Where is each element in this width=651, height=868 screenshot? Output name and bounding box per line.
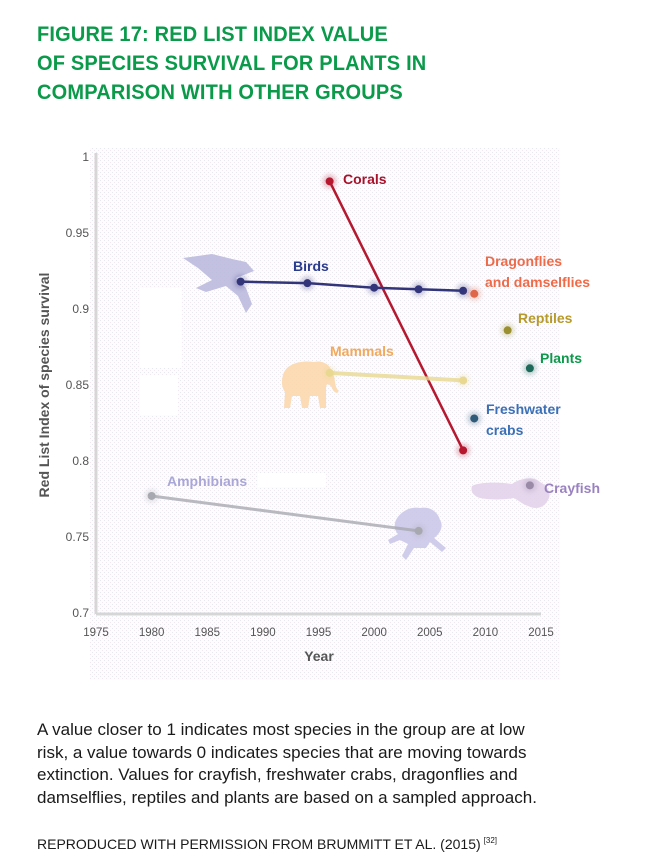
series-label-line: Mammals <box>330 343 394 359</box>
x-tick-label: 1975 <box>83 627 109 639</box>
y-tick-label: 0.9 <box>72 302 89 316</box>
source-text: REPRODUCED WITH PERMISSION FROM BRUMMITT… <box>37 836 481 852</box>
series-label-line: Crayfish <box>544 480 600 496</box>
data-point <box>459 446 468 455</box>
series-label: Corals <box>343 171 387 187</box>
x-tick-label: 1990 <box>250 627 276 639</box>
series-label: Reptiles <box>518 310 573 326</box>
plot-knockout <box>140 288 182 368</box>
data-point <box>470 414 479 423</box>
caption: A value closer to 1 indicates most speci… <box>37 720 537 807</box>
x-tick-label: 2015 <box>528 627 554 639</box>
data-point <box>414 526 423 535</box>
y-axis-label: Red List Index of species survival <box>36 273 52 498</box>
x-tick-label: 1985 <box>194 627 220 639</box>
data-point <box>459 286 468 295</box>
title-line: FIGURE 17: RED LIST INDEX VALUE <box>37 22 388 46</box>
data-point <box>525 364 534 373</box>
y-tick-label: 0.85 <box>66 378 90 392</box>
plot-knockout <box>140 375 178 415</box>
x-tick-label: 2000 <box>361 627 387 639</box>
data-point <box>525 481 534 490</box>
series-line <box>327 370 466 383</box>
y-tick-label: 0.75 <box>66 530 90 544</box>
series-crayfish <box>522 478 537 493</box>
series-mammals <box>322 365 471 388</box>
series-reptiles <box>500 323 515 338</box>
data-point <box>414 285 423 294</box>
series-label-line: Corals <box>343 171 387 187</box>
data-point <box>236 277 245 286</box>
plot-knockout <box>258 473 326 487</box>
source-reference: [32] <box>483 836 497 845</box>
title-line: OF SPECIES SURVIVAL FOR PLANTS IN <box>37 51 427 75</box>
series-corals <box>322 174 471 458</box>
red-list-chart: 0.7 0.75 0.8 0.85 0.9 0.95 1 1975 1980 1985 1990 1… <box>36 148 600 680</box>
data-point <box>459 376 468 385</box>
series-amphibians <box>144 488 426 538</box>
figure-title: FIGURE 17: RED LIST INDEX VALUE OF SPECI… <box>37 20 595 107</box>
x-tick-label: 2010 <box>473 627 499 639</box>
bird-silhouette-icon <box>183 254 254 313</box>
series-label: Mammals <box>330 343 394 359</box>
series-label: Plants <box>540 350 582 366</box>
series-label-line: Plants <box>540 350 582 366</box>
series-label-line: crabs <box>486 422 524 438</box>
data-point <box>303 279 312 288</box>
title-line: COMPARISON WITH OTHER GROUPS <box>37 80 403 104</box>
x-axis-label: Year <box>304 648 334 664</box>
y-tick-label: 1 <box>82 150 89 164</box>
series-freshwater-crabs <box>467 411 482 426</box>
series-dragonflies-and-damselflies <box>467 286 482 301</box>
series-label-line: Amphibians <box>167 473 247 489</box>
x-tick-label: 2005 <box>417 627 443 639</box>
data-point <box>325 368 334 377</box>
series-label-line: Freshwater <box>486 401 561 417</box>
series-label-line: Dragonflies <box>485 253 562 269</box>
data-point <box>470 289 479 298</box>
x-tick-label: 1995 <box>306 627 332 639</box>
series-label-line: Birds <box>293 258 329 274</box>
series-line <box>150 494 421 533</box>
data-point <box>147 491 156 500</box>
series-plants <box>522 361 537 376</box>
data-point <box>325 177 334 186</box>
series-label: Crayfish <box>544 480 600 496</box>
y-tick-label: 0.95 <box>66 226 90 240</box>
series-birds <box>233 274 471 298</box>
series-label: Birds <box>293 258 329 274</box>
data-point <box>503 326 512 335</box>
data-point <box>370 283 379 292</box>
x-tick-label: 1980 <box>139 627 165 639</box>
series-label: Amphibians <box>167 473 247 489</box>
y-tick-label: 0.7 <box>72 606 89 620</box>
series-line <box>328 180 465 452</box>
series-label: Dragonflies and damselflies <box>485 253 590 290</box>
source-note: REPRODUCED WITH PERMISSION FROM BRUMMITT… <box>37 836 497 852</box>
y-tick-label: 0.8 <box>72 454 89 468</box>
series-label-line: Reptiles <box>518 310 573 326</box>
series-label-line: and damselflies <box>485 274 590 290</box>
series-label: Freshwater crabs <box>486 401 561 438</box>
